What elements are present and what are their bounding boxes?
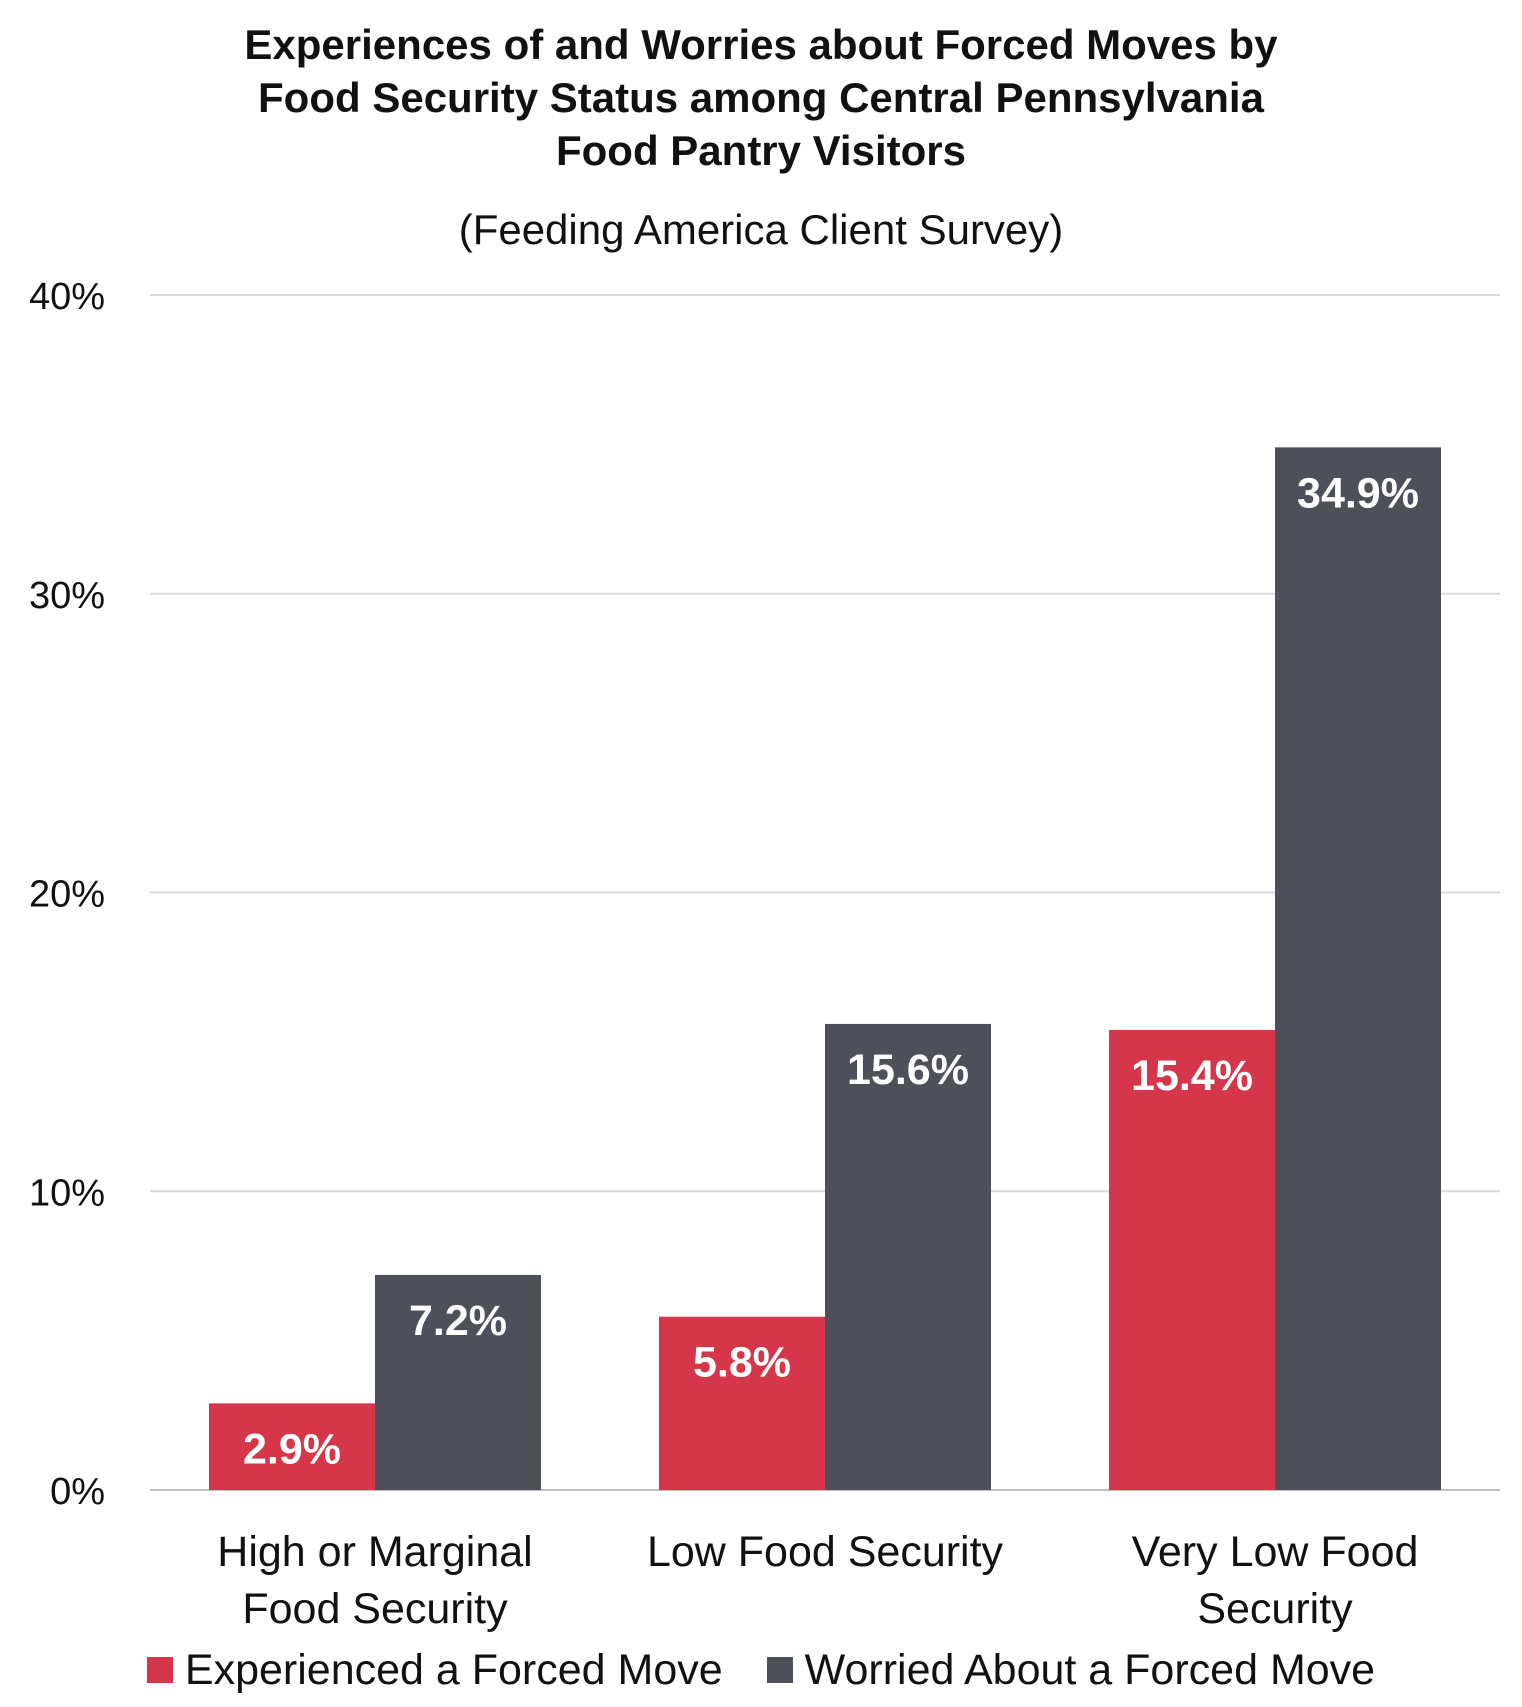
legend-label-worried: Worried About a Forced Move — [804, 1645, 1376, 1694]
chart-title-line: Food Security Status among Central Penns… — [258, 74, 1264, 121]
data-label: 15.4% — [1131, 1052, 1253, 1100]
legend-swatch-worried — [766, 1657, 793, 1683]
bar — [1275, 447, 1441, 1490]
x-category-label: Security — [1197, 1585, 1353, 1633]
bar — [659, 1316, 825, 1490]
chart-subtitle: (Feeding America Client Survey) — [458, 206, 1064, 253]
data-label: 2.9% — [243, 1425, 341, 1473]
y-tick-label: 30% — [29, 575, 105, 617]
bar — [825, 1023, 991, 1490]
x-category-label: Food Security — [242, 1585, 508, 1633]
y-tick-label: 40% — [29, 276, 105, 318]
data-label: 34.9% — [1297, 469, 1419, 517]
legend-item-experienced: Experienced a Forced Move — [146, 1645, 723, 1695]
y-tick-label: 0% — [50, 1471, 105, 1513]
data-label: 7.2% — [409, 1297, 507, 1345]
bar-chart: 0% 10% 20% 30% 40% 2.9% 7.2% High or Marginal Fo… — [29, 276, 1500, 1633]
chart-title-line: Food Pantry Visitors — [556, 127, 966, 174]
x-category-label: Low Food Security — [647, 1528, 1004, 1576]
chart-title-line: Experiences of and Worries about Forced … — [244, 21, 1278, 68]
bar — [375, 1274, 541, 1490]
bar — [209, 1403, 375, 1490]
chart-title: Experiences of and Worries about Forced … — [0, 18, 1522, 177]
data-label: 5.8% — [693, 1339, 791, 1387]
legend-swatch-experienced — [146, 1657, 173, 1683]
data-label: 15.6% — [847, 1046, 969, 1094]
chart-legend: Experienced a Forced Move Worried About … — [0, 1640, 1522, 1700]
x-category-label: High or Marginal — [217, 1528, 532, 1576]
y-tick-label: 20% — [29, 874, 105, 916]
bar — [1109, 1029, 1275, 1490]
y-tick-label: 10% — [29, 1172, 105, 1214]
x-category-label: Very Low Food — [1132, 1528, 1419, 1576]
legend-label-experienced: Experienced a Forced Move — [184, 1645, 723, 1694]
legend-item-worried: Worried About a Forced Move — [766, 1645, 1376, 1695]
